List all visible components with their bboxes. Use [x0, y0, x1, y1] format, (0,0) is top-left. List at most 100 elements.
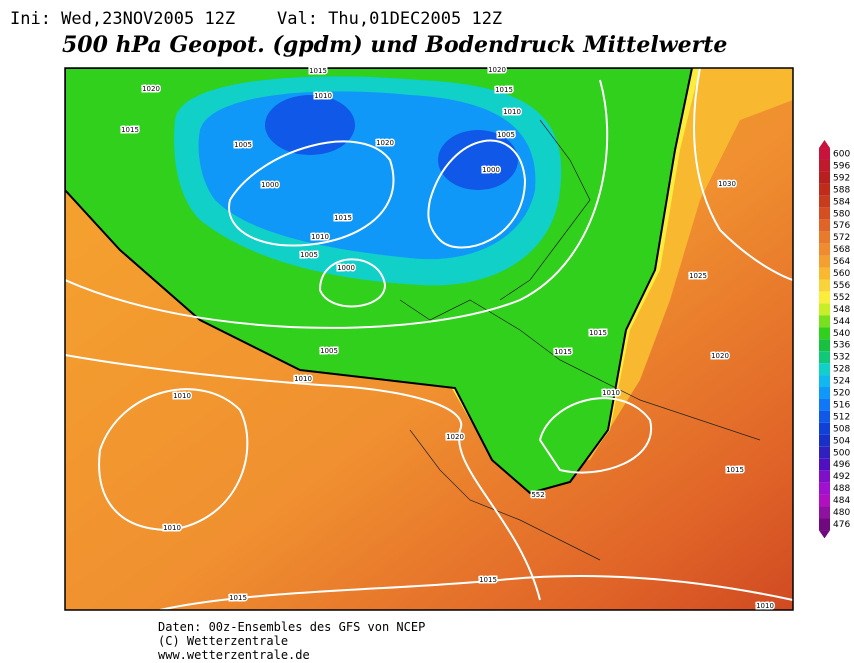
colorbar-swatch [819, 506, 830, 519]
colorbar-label: 596 [833, 161, 850, 171]
isobar-label: 1010 [756, 602, 774, 610]
isobar-label: 1010 [294, 375, 312, 383]
colorbar-swatch [819, 195, 830, 208]
isobar-label: 1010 [503, 108, 521, 116]
colorbar-label: 480 [833, 508, 850, 518]
colorbar-swatch [819, 207, 830, 220]
footer-url: www.wetterzentrale.de [158, 648, 310, 662]
colorbar-swatch [819, 291, 830, 304]
colorbar-label: 552 [833, 293, 850, 303]
colorbar-label: 532 [833, 353, 850, 363]
colorbar-label: 520 [833, 389, 850, 399]
title: 500 hPa Geopot. (gpdm) und Bodendruck Mi… [62, 32, 727, 58]
isobar-label: 1005 [300, 251, 318, 259]
isobar-label: 1020 [446, 433, 464, 441]
colorbar-swatch [819, 375, 830, 388]
colorbar-label: 488 [833, 484, 850, 494]
colorbar-label: 508 [833, 424, 850, 434]
isobar-label: 1005 [497, 131, 515, 139]
colorbar-swatch [819, 446, 830, 459]
isobar-label: 1010 [311, 233, 329, 241]
colorbar-swatch [819, 494, 830, 507]
colorbar-swatch [819, 434, 830, 447]
isobar-label: 1020 [142, 85, 160, 93]
isobar-label: 1030 [718, 180, 736, 188]
colorbar-label: 556 [833, 281, 850, 291]
isobar-label: 1015 [479, 576, 497, 584]
colorbar-top-arrow [819, 140, 830, 148]
colorbar-swatch [819, 410, 830, 423]
isobar-label: 552 [531, 491, 544, 499]
colorbar-swatch [819, 171, 830, 184]
colorbar-label: 540 [833, 329, 850, 339]
colorbar-swatch [819, 267, 830, 280]
isobar-label: 1000 [261, 181, 279, 189]
colorbar-label: 544 [833, 317, 850, 327]
isobar-label: 1000 [482, 166, 500, 174]
colorbar-label: 592 [833, 173, 850, 183]
colorbar-label: 496 [833, 460, 850, 470]
isobar-label: 1005 [320, 347, 338, 355]
map [65, 68, 793, 610]
isobar-label: 1015 [229, 594, 247, 602]
isobar-label: 1020 [376, 139, 394, 147]
valid-time: Val: Thu,01DEC2005 12Z [277, 9, 502, 29]
colorbar-label: 504 [833, 436, 850, 446]
colorbar-label: 536 [833, 341, 850, 351]
colorbar-swatch [819, 243, 830, 256]
colorbar-swatch [819, 363, 830, 376]
isobar-label: 1015 [589, 329, 607, 337]
colorbar-swatch [819, 303, 830, 316]
isobar-label: 1010 [163, 524, 181, 532]
colorbar-label: 500 [833, 448, 850, 458]
isobar-label: 1015 [554, 348, 572, 356]
colorbar-label: 588 [833, 185, 850, 195]
colorbar-swatch [819, 482, 830, 495]
colorbar-label: 600 [833, 150, 850, 160]
colorbar-label: 580 [833, 209, 850, 219]
colorbar-swatch [819, 279, 830, 292]
footer-copyright: (C) Wetterzentrale [158, 634, 288, 648]
colorbar-swatch [819, 148, 830, 160]
colorbar-label: 512 [833, 412, 850, 422]
colorbar-label: 524 [833, 377, 850, 387]
colorbar-swatch [819, 518, 830, 531]
colorbar-swatch [819, 470, 830, 483]
isobar-label: 1015 [726, 466, 744, 474]
isobar-label: 1020 [488, 66, 506, 74]
isobar-label: 1015 [495, 86, 513, 94]
colorbar-label: 568 [833, 245, 850, 255]
isobar-label: 1010 [173, 392, 191, 400]
colorbar-label: 516 [833, 400, 850, 410]
colorbar-label: 584 [833, 197, 850, 207]
colorbar-label: 528 [833, 365, 850, 375]
footer-source: Daten: 00z-Ensembles des GFS von NCEP [158, 620, 425, 634]
colorbar-label: 576 [833, 221, 850, 231]
colorbar-swatch [819, 219, 830, 232]
colorbar-swatch [819, 315, 830, 328]
colorbar-swatch [819, 183, 830, 196]
isobar-label: 1025 [689, 272, 707, 280]
colorbar-swatch [819, 387, 830, 399]
isobar-label: 1010 [602, 389, 620, 397]
colorbar-swatch [819, 231, 830, 244]
isobar-label: 1015 [334, 214, 352, 222]
init-time: Ini: Wed,23NOV2005 12Z [10, 9, 235, 29]
colorbar-label: 492 [833, 472, 850, 482]
colorbar-swatch [819, 458, 830, 471]
colorbar-bottom-arrow [819, 530, 830, 539]
colorbar-label: 572 [833, 233, 850, 243]
isobar-label: 1010 [314, 92, 332, 100]
isobar-label: 1015 [309, 67, 327, 75]
colorbar-swatch [819, 398, 830, 411]
colorbar-swatch [819, 159, 830, 172]
isobar-labels: 1015 1020 1020 1015 1010 1010 1015 1005 1005 1020… [120, 65, 776, 612]
colorbar-swatch [819, 255, 830, 268]
colorbar-label: 564 [833, 257, 850, 267]
colorbar-label: 560 [833, 269, 850, 279]
colorbar-label: 476 [833, 520, 850, 530]
isobar-label: 1000 [337, 264, 355, 272]
colorbar-swatch [819, 422, 830, 435]
